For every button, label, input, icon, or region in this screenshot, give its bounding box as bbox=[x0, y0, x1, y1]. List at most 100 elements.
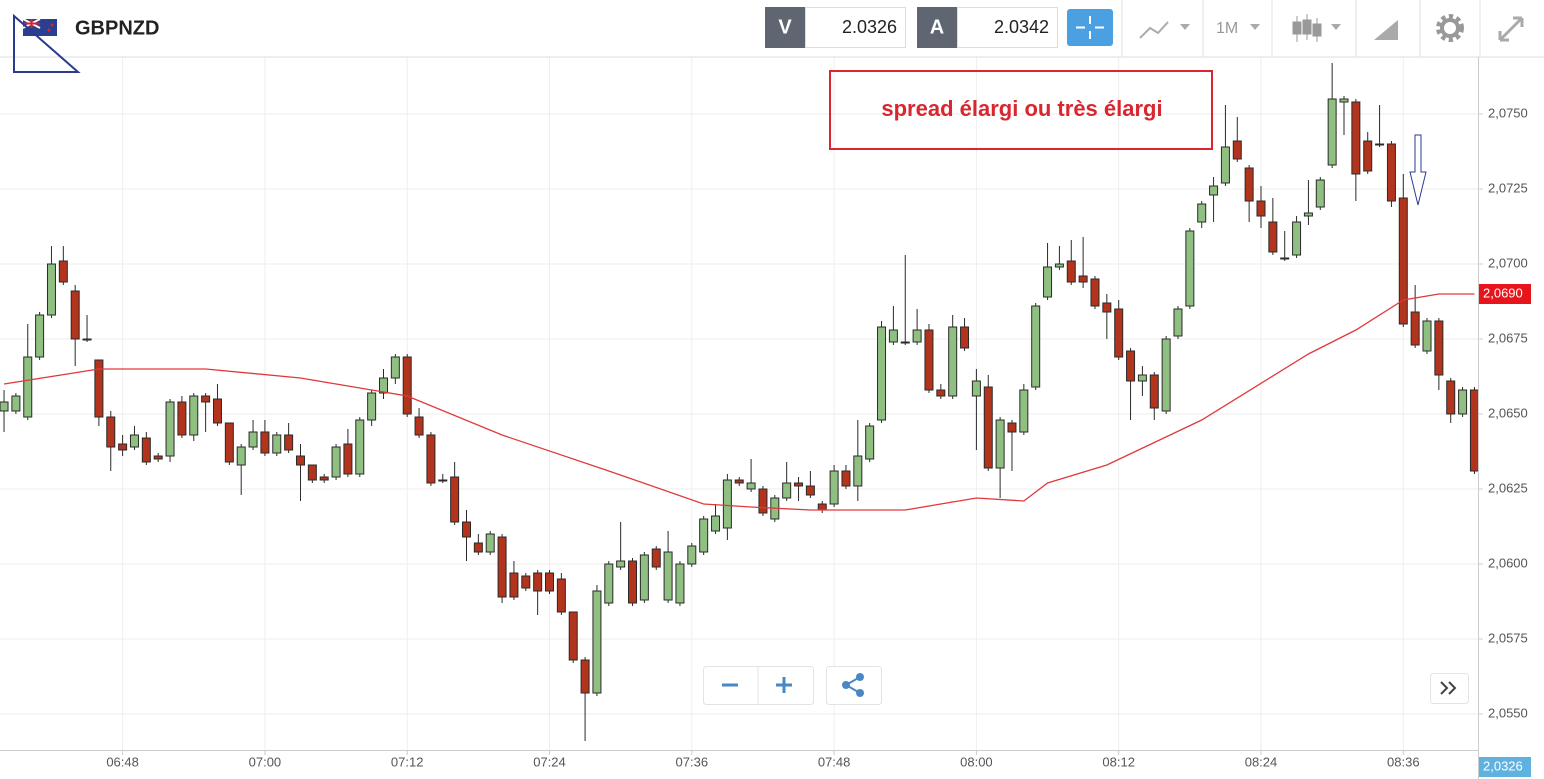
candle-body bbox=[390, 356, 400, 379]
candle-body bbox=[1256, 200, 1266, 217]
candle-body bbox=[1303, 212, 1313, 217]
candle-body bbox=[0, 401, 9, 412]
candle-body bbox=[556, 578, 566, 613]
candle-body bbox=[1232, 140, 1242, 160]
annotation: spread élargi ou très élargi bbox=[881, 96, 1162, 121]
candle-body bbox=[141, 437, 151, 463]
zoom-in[interactable] bbox=[776, 677, 792, 693]
candle-body bbox=[1244, 167, 1254, 202]
candle-body bbox=[331, 446, 341, 478]
candle-body bbox=[367, 392, 377, 421]
timeframe[interactable]: 1M bbox=[1216, 20, 1238, 37]
candle-body bbox=[248, 431, 258, 448]
candle-body bbox=[23, 356, 33, 418]
candle-body bbox=[1375, 143, 1385, 146]
symbol: GBPNZD bbox=[75, 17, 159, 39]
candle-body bbox=[948, 326, 958, 397]
bid-box bbox=[805, 7, 906, 48]
indicator-button[interactable] bbox=[1139, 21, 1190, 39]
candle-body bbox=[711, 515, 721, 532]
scroll-end-button[interactable] bbox=[1430, 673, 1469, 704]
candle-body bbox=[1363, 140, 1373, 172]
candle-body bbox=[461, 521, 471, 538]
candle-body bbox=[485, 533, 495, 553]
candle-body bbox=[1090, 278, 1100, 307]
timeframe-caret bbox=[1250, 24, 1260, 30]
candle-body bbox=[746, 482, 756, 490]
candle-body bbox=[1149, 374, 1159, 409]
price-tag-label: 2,0690 bbox=[1483, 285, 1523, 300]
candle-body bbox=[1137, 374, 1147, 382]
x-tick-label: 08:24 bbox=[1245, 754, 1278, 769]
plot bbox=[0, 63, 1479, 741]
y-tick-label: 2,0700 bbox=[1488, 255, 1528, 270]
candle-body bbox=[888, 329, 898, 343]
bid-label[interactable]: V bbox=[778, 16, 792, 38]
candle-body bbox=[805, 485, 815, 496]
moving-average-line bbox=[3, 293, 1475, 511]
fullscreen-button[interactable] bbox=[1498, 16, 1524, 42]
chart-type-button[interactable] bbox=[1292, 14, 1341, 42]
candle-body bbox=[319, 476, 329, 481]
candle-body bbox=[971, 380, 981, 397]
candle-body bbox=[794, 482, 804, 487]
candle-body bbox=[284, 434, 294, 451]
candle-body bbox=[782, 482, 792, 499]
candle-body bbox=[699, 518, 709, 553]
candle-body bbox=[343, 443, 353, 475]
candle-body bbox=[960, 326, 970, 349]
ask-label-box bbox=[917, 7, 957, 48]
ask-price: 2.0342 bbox=[994, 17, 1049, 37]
x-tick-label: 08:00 bbox=[960, 754, 993, 769]
candle-body bbox=[201, 395, 211, 403]
ask-box bbox=[957, 7, 1058, 48]
candle-body bbox=[1422, 320, 1432, 352]
price-tag bbox=[1479, 757, 1531, 777]
y-tick-label: 2,0550 bbox=[1488, 705, 1528, 720]
x-tick-label: 08:12 bbox=[1102, 754, 1135, 769]
share-button[interactable] bbox=[826, 666, 882, 705]
candle-body bbox=[106, 416, 116, 448]
candle-body bbox=[1398, 197, 1408, 325]
candle-body bbox=[438, 479, 448, 482]
settings-button[interactable] bbox=[1436, 14, 1464, 42]
drawing-tool-button[interactable] bbox=[1374, 20, 1398, 40]
x-tick-label: 07:00 bbox=[249, 754, 282, 769]
candle-body bbox=[1339, 98, 1349, 103]
candle-body bbox=[82, 338, 92, 341]
candle-body bbox=[177, 401, 187, 436]
arrow-annotation bbox=[1409, 134, 1427, 206]
candle-body bbox=[1458, 389, 1468, 415]
candle-body bbox=[1054, 263, 1064, 268]
candle-body bbox=[545, 572, 555, 592]
candle-body bbox=[995, 419, 1005, 469]
candle-body bbox=[1446, 380, 1456, 415]
candle-body bbox=[1102, 302, 1112, 313]
candle-body bbox=[236, 446, 246, 466]
bid-label-box bbox=[765, 7, 805, 48]
candle-body bbox=[94, 359, 104, 418]
candle-body bbox=[568, 611, 578, 661]
candle-body bbox=[11, 395, 21, 412]
candle-body bbox=[402, 356, 412, 415]
candle-body bbox=[651, 548, 661, 568]
candle-body bbox=[912, 329, 922, 343]
candle-body bbox=[414, 416, 424, 436]
crosshair-button[interactable] bbox=[1067, 9, 1113, 46]
candle-body bbox=[722, 479, 732, 529]
candle-body bbox=[936, 389, 946, 397]
candle-body bbox=[129, 434, 139, 448]
candle-body bbox=[295, 455, 305, 466]
candle-body bbox=[224, 422, 234, 463]
candle-body bbox=[1327, 98, 1337, 166]
candle-body bbox=[1173, 308, 1183, 337]
candle-body bbox=[663, 551, 673, 601]
candle-body bbox=[1066, 260, 1076, 283]
y-tick-label: 2,0600 bbox=[1488, 555, 1528, 570]
candle-body bbox=[604, 563, 614, 604]
candle-body bbox=[260, 431, 270, 454]
candle-body bbox=[378, 377, 388, 394]
candle-body bbox=[1315, 179, 1325, 208]
ask-label[interactable]: A bbox=[930, 16, 944, 38]
candle-body bbox=[592, 590, 602, 694]
